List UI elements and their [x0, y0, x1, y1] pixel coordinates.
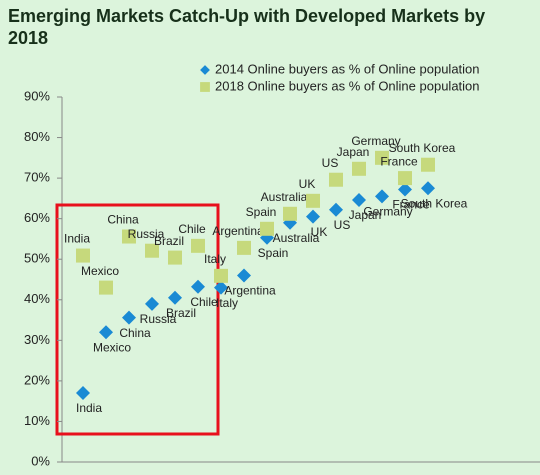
- square-marker: [352, 161, 366, 176]
- data-label: France: [392, 198, 430, 212]
- diamond-marker: [99, 325, 113, 340]
- legend-label: 2018 Online buyers as % of Online popula…: [215, 78, 480, 93]
- data-label: India: [76, 401, 102, 415]
- data-label: UK: [311, 225, 328, 239]
- highlight-box: [55, 203, 220, 436]
- data-label: South Korea: [401, 196, 468, 210]
- data-label: Australia: [261, 190, 308, 204]
- data-label: South Korea: [389, 141, 456, 155]
- square-marker: [214, 268, 228, 283]
- data-label: Japan: [349, 208, 382, 222]
- y-tick-label: 90%: [24, 88, 50, 103]
- y-tick-label: 0%: [31, 453, 50, 468]
- square-marker: [306, 193, 320, 208]
- data-label: Germany: [351, 134, 400, 148]
- data-label: Chile: [190, 295, 218, 309]
- data-label: Mexico: [81, 264, 119, 278]
- data-label: Spain: [246, 205, 277, 219]
- data-label: India: [64, 232, 90, 246]
- y-tick-label: 70%: [24, 170, 50, 185]
- data-label: China: [107, 213, 139, 227]
- diamond-marker: [145, 296, 159, 311]
- y-tick-label: 50%: [24, 251, 50, 266]
- square-marker: [99, 280, 113, 295]
- data-label: Spain: [258, 246, 289, 260]
- legend-marker: [200, 65, 210, 75]
- data-label: Argentina: [212, 224, 264, 238]
- square-marker: [122, 229, 136, 244]
- diamond-marker: [352, 193, 366, 208]
- diamond-marker: [214, 280, 228, 295]
- data-label: UK: [299, 177, 316, 191]
- y-tick-label: 30%: [24, 332, 50, 347]
- data-label: China: [119, 326, 151, 340]
- square-marker: [421, 157, 435, 172]
- y-tick-label: 60%: [24, 210, 50, 225]
- square-marker: [237, 240, 251, 255]
- diamond-marker: [168, 290, 182, 305]
- data-label: Italy: [216, 296, 238, 310]
- square-marker: [375, 150, 389, 165]
- data-label: Argentina: [224, 284, 276, 298]
- square-marker: [398, 171, 412, 186]
- diamond-marker: [329, 202, 343, 217]
- diamond-marker: [306, 209, 320, 224]
- data-label: Japan: [337, 145, 370, 159]
- square-marker: [191, 238, 205, 253]
- data-label: Brazil: [154, 234, 184, 248]
- y-tick-label: 10%: [24, 413, 50, 428]
- data-label: France: [380, 154, 418, 168]
- y-tick-label: 40%: [24, 291, 50, 306]
- data-label: Russia: [128, 227, 165, 241]
- data-label: Australia: [273, 231, 320, 245]
- diamond-marker: [122, 310, 136, 325]
- diamond-marker: [421, 181, 435, 196]
- diamond-marker: [375, 189, 389, 204]
- square-marker: [260, 221, 274, 236]
- legend-label: 2014 Online buyers as % of Online popula…: [215, 61, 480, 76]
- data-label: Brazil: [166, 306, 196, 320]
- square-marker: [76, 248, 90, 263]
- chart-title: Emerging Markets Catch-Up with Developed…: [8, 6, 485, 48]
- legend-marker: [200, 82, 210, 92]
- square-marker: [329, 172, 343, 187]
- diamond-marker: [237, 268, 251, 283]
- data-label: Italy: [204, 252, 226, 266]
- diamond-marker: [398, 182, 412, 197]
- square-marker: [283, 206, 297, 221]
- data-label: US: [322, 156, 339, 170]
- data-label: Mexico: [93, 340, 131, 354]
- square-marker: [168, 250, 182, 265]
- y-tick-label: 80%: [24, 129, 50, 144]
- data-label: Russia: [140, 312, 177, 326]
- data-label: Chile: [178, 222, 206, 236]
- data-label: US: [334, 218, 351, 232]
- diamond-marker: [191, 279, 205, 294]
- data-label: Germany: [363, 205, 412, 219]
- y-tick-label: 20%: [24, 372, 50, 387]
- diamond-marker: [76, 386, 90, 401]
- square-marker: [145, 243, 159, 258]
